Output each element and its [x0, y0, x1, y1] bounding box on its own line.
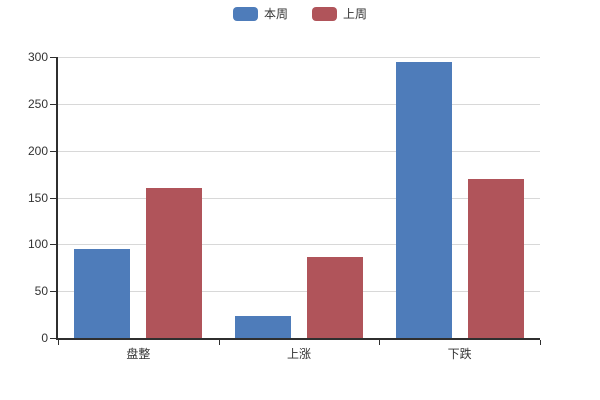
- x-category-label: 下跌: [447, 347, 472, 361]
- x-axis-tick: [540, 340, 541, 345]
- y-axis-tick: [50, 291, 58, 293]
- bar-本周-下跌[interactable]: [395, 61, 452, 338]
- x-axis-tick: [379, 340, 381, 345]
- bar-上周-盘整[interactable]: [146, 188, 203, 338]
- x-axis-tick: [218, 340, 220, 345]
- y-gridline: [58, 150, 540, 152]
- y-axis-line: [56, 57, 58, 340]
- y-tick-label: 100: [27, 237, 48, 252]
- legend-item-本周[interactable]: 本周: [232, 7, 288, 21]
- y-tick-label: 300: [27, 50, 48, 64]
- legend: 本周 上周: [0, 7, 600, 21]
- x-axis-tick: [58, 340, 59, 345]
- y-axis-tick: [50, 150, 58, 152]
- x-axis-line: [56, 338, 540, 340]
- y-gridline: [58, 244, 540, 246]
- legend-item-上周[interactable]: 上周: [312, 7, 367, 21]
- y-gridline: [58, 57, 540, 58]
- y-gridline: [58, 197, 540, 199]
- y-gridline: [58, 103, 540, 105]
- y-axis-tick: [50, 197, 58, 199]
- legend-label: 上周: [343, 7, 368, 21]
- legend-label: 本周: [263, 7, 288, 21]
- y-axis-tick: [50, 338, 58, 339]
- legend-marker-icon: [312, 7, 337, 21]
- y-axis-tick: [50, 244, 58, 246]
- y-tick-label: 150: [27, 190, 48, 205]
- y-gridline: [58, 291, 540, 293]
- bar-本周-上涨[interactable]: [235, 315, 291, 338]
- y-axis-tick: [50, 103, 58, 105]
- y-axis-tick: [50, 57, 58, 58]
- bar-上周-上涨[interactable]: [307, 256, 363, 338]
- x-category-label: 上涨: [286, 347, 311, 361]
- bar-本周-盘整[interactable]: [74, 249, 131, 338]
- x-category-label: 盘整: [126, 347, 151, 361]
- bar-上周-下跌[interactable]: [467, 178, 524, 338]
- y-tick-label: 200: [27, 143, 48, 158]
- y-tick-label: 50: [34, 284, 48, 299]
- legend-marker-icon: [232, 7, 258, 21]
- y-tick-label: 250: [27, 96, 48, 111]
- y-tick-label: 0: [41, 331, 48, 345]
